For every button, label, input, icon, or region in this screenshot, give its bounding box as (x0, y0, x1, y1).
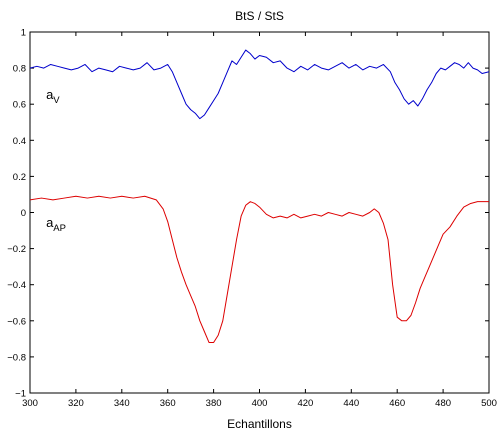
x-tick-label: 500 (481, 398, 497, 409)
y-tick-label: −0.6 (7, 316, 26, 327)
y-tick-label: −0.8 (7, 352, 26, 363)
series-line-1 (29, 195, 489, 343)
annotation-a-v: aV (46, 87, 60, 106)
x-tick-label: 480 (435, 398, 451, 409)
series-line-0 (29, 49, 490, 120)
annotations: aV aAP (46, 87, 66, 234)
x-tick-label: 380 (206, 398, 222, 409)
annotation-a-ap: aAP (46, 215, 66, 234)
y-tick-label: 1 (21, 28, 26, 39)
y-tick-label: −0.2 (7, 244, 26, 255)
axis-ticks (29, 31, 490, 394)
y-tick-labels: −1 −0.8 −0.6 −0.4 −0.2 0 0.2 0.4 0.6 0.8 1 (7, 28, 26, 400)
x-tick-label: 400 (252, 398, 268, 409)
x-axis-label: Echantillons (227, 417, 292, 431)
y-tick-label: 0.2 (13, 172, 26, 183)
x-tick-label: 440 (343, 398, 359, 409)
x-tick-label: 360 (160, 398, 176, 409)
x-tick-label: 460 (389, 398, 405, 409)
y-tick-label: 0.8 (13, 64, 26, 75)
series-layer (29, 49, 490, 343)
y-tick-label: −1 (15, 389, 26, 400)
x-tick-label: 420 (297, 398, 313, 409)
y-tick-label: 0.6 (13, 100, 26, 111)
y-tick-label: −0.4 (7, 280, 26, 291)
chart-title: BtS / StS (235, 9, 284, 23)
plot-area (29, 31, 490, 394)
x-tick-label: 320 (68, 398, 84, 409)
x-tick-labels: 300 320 340 360 380 400 420 440 460 480 500 (22, 398, 497, 409)
y-tick-label: 0.4 (13, 136, 26, 147)
x-tick-label: 300 (22, 398, 38, 409)
y-tick-label: 0 (21, 208, 26, 219)
x-tick-label: 340 (114, 398, 130, 409)
